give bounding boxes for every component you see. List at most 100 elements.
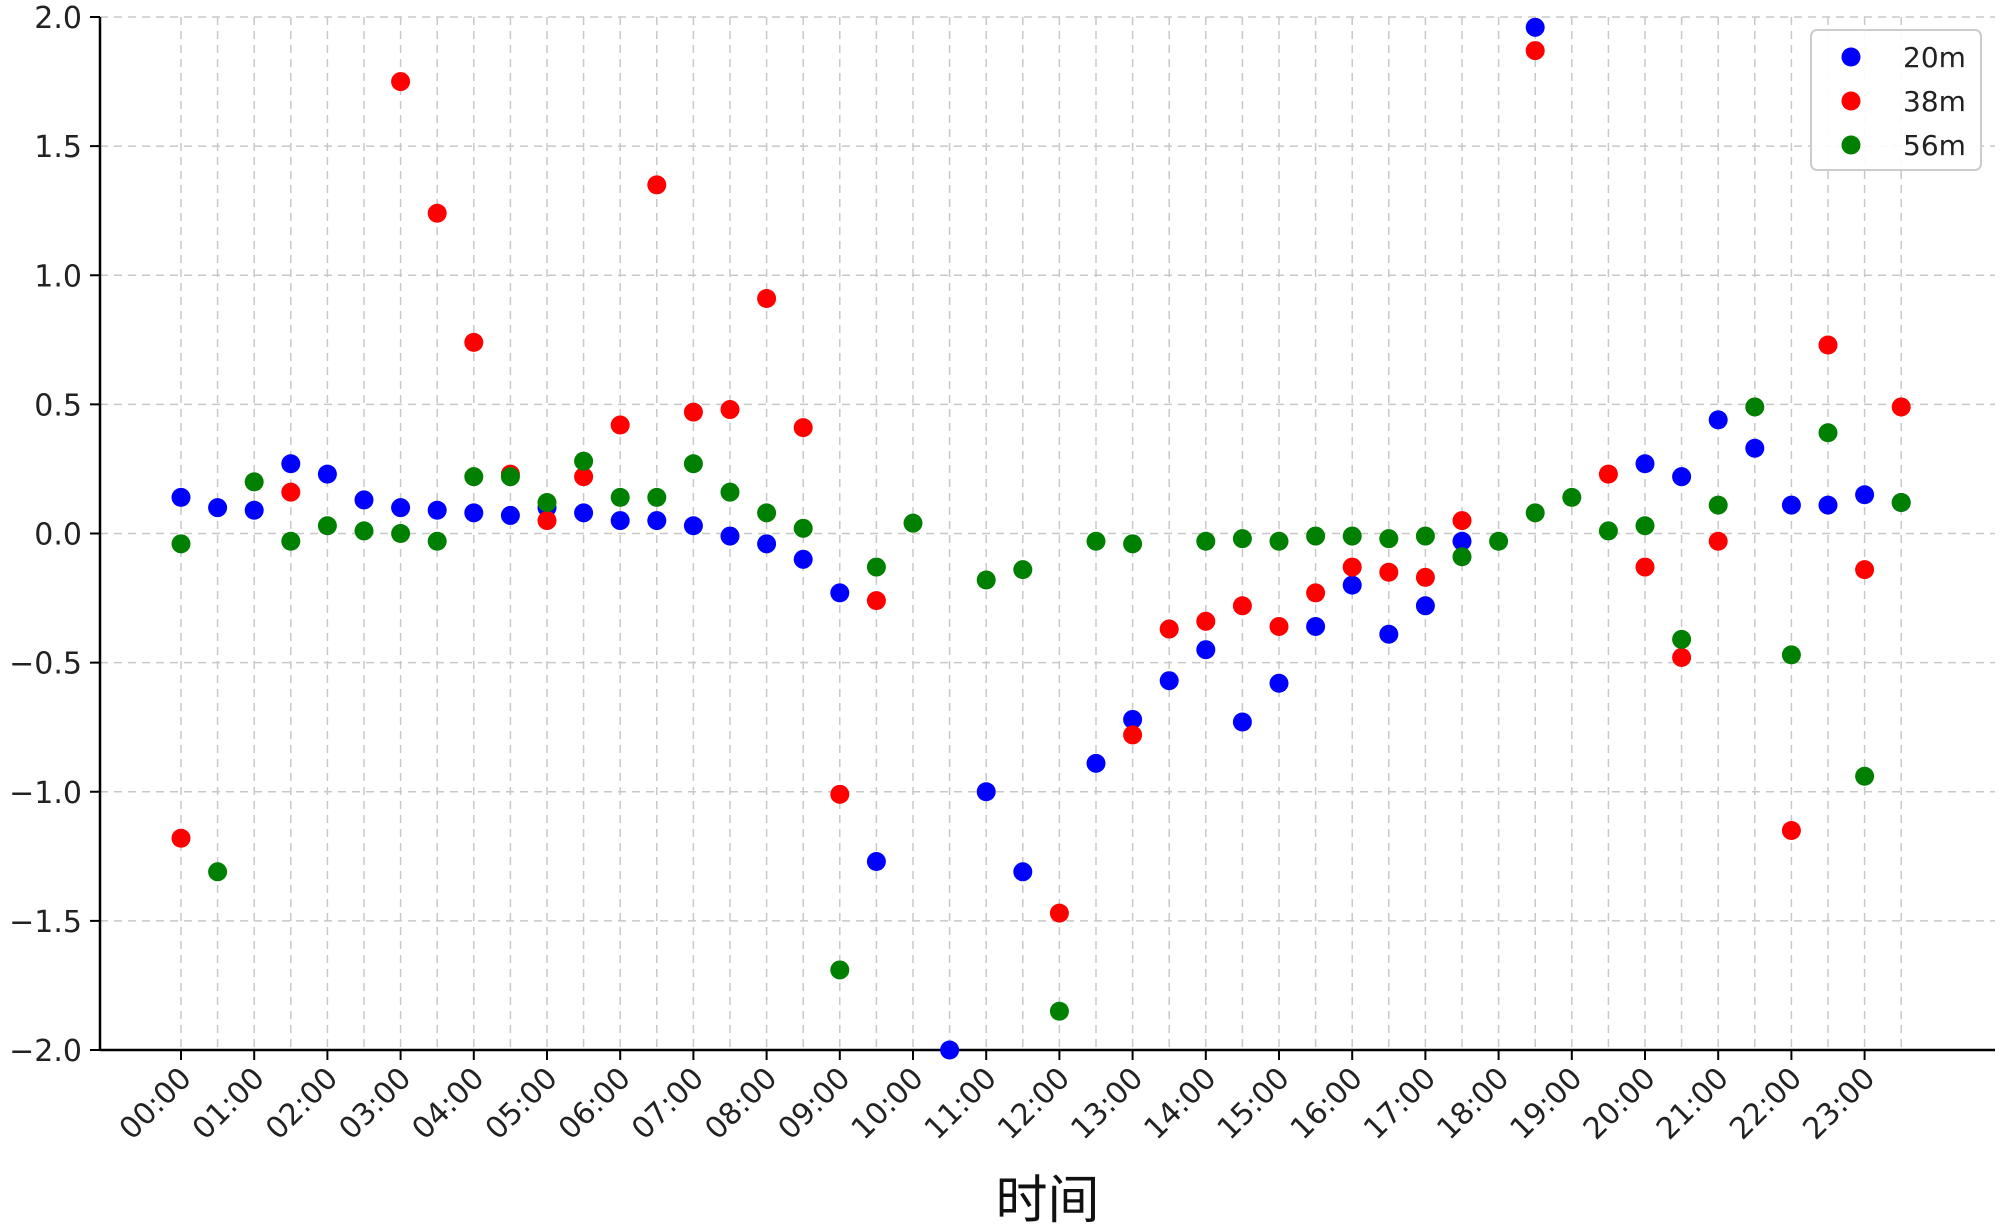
data-point-38m [720,400,740,420]
data-point-20m [464,503,484,523]
data-point-38m [1049,903,1069,923]
y-tick-label: −1.5 [9,905,82,940]
y-tick-label: 0.0 [34,518,82,553]
data-point-38m [1635,557,1655,577]
data-point-56m [1635,516,1655,536]
x-tick-label: 04:00 [406,1061,492,1147]
data-point-56m [1891,493,1911,513]
data-point-20m [1196,640,1216,660]
data-point-20m [427,500,447,520]
y-tick-label: 0.5 [34,388,82,423]
data-point-56m [1855,766,1875,786]
data-point-56m [464,467,484,487]
data-point-38m [830,784,850,804]
data-point-20m [1635,454,1655,474]
data-point-56m [1232,529,1252,549]
data-point-20m [1159,671,1179,691]
data-point-56m [317,516,337,536]
data-point-38m [1159,619,1179,639]
data-point-56m [1415,526,1435,546]
data-point-38m [1781,820,1801,840]
data-point-20m [793,549,813,569]
data-point-56m [354,521,374,541]
data-point-38m [464,332,484,352]
y-tick-label: 1.0 [34,259,82,294]
x-tick-label: 08:00 [698,1061,784,1147]
data-point-20m [574,503,594,523]
data-point-38m [1123,725,1143,745]
data-point-56m [1562,487,1582,507]
data-point-38m [391,72,411,92]
data-point-38m [1708,531,1728,551]
data-point-38m [1525,41,1545,61]
x-tick-label: 01:00 [186,1061,272,1147]
data-point-20m [317,464,337,484]
data-point-56m [1781,645,1801,665]
data-point-38m [793,418,813,438]
data-point-20m [1672,467,1692,487]
grid-lines [100,16,1995,1051]
data-point-20m [500,505,520,525]
data-point-20m [1415,596,1435,616]
data-point-38m [1891,397,1911,417]
x-tick-label: 02:00 [259,1061,345,1147]
data-point-38m [1452,511,1472,531]
data-point-56m [427,531,447,551]
data-point-20m [1123,709,1143,729]
legend-marker-56m [1841,135,1861,155]
x-tick-label: 12:00 [991,1061,1077,1147]
data-point-56m [683,454,703,474]
data-point-20m [391,498,411,518]
data-point-38m [1855,560,1875,580]
x-tick-label: 09:00 [772,1061,858,1147]
x-tick-label: 05:00 [479,1061,565,1147]
data-point-38m [427,203,447,223]
x-tick-label: 19:00 [1504,1061,1590,1147]
data-point-56m [1708,495,1728,515]
data-point-56m [1379,529,1399,549]
data-point-20m [1525,17,1545,37]
data-point-56m [1306,526,1326,546]
data-point-56m [1342,526,1362,546]
data-point-38m [1415,567,1435,587]
data-point-20m [830,583,850,603]
data-point-20m [281,454,301,474]
legend-label-38m: 38m [1903,85,1966,118]
x-tick-label: 16:00 [1284,1061,1370,1147]
x-tick-label: 10:00 [845,1061,931,1147]
data-point-38m [1342,557,1362,577]
data-point-20m [1708,410,1728,430]
data-point-56m [281,531,301,551]
data-point-56m [903,513,923,533]
data-point-56m [1086,531,1106,551]
y-tick-label: −2.0 [9,1034,82,1069]
data-point-20m [1269,673,1289,693]
data-point-56m [793,518,813,538]
data-point-20m [1086,753,1106,773]
data-point-56m [1489,531,1509,551]
data-point-20m [354,490,374,510]
data-points [171,17,1911,1060]
data-point-56m [1525,503,1545,523]
x-tick-label: 06:00 [552,1061,638,1147]
data-point-38m [866,591,886,611]
data-point-20m [1855,485,1875,505]
data-point-20m [1745,438,1765,458]
data-point-20m [1379,624,1399,644]
data-point-56m [647,487,667,507]
legend-marker-38m [1841,91,1861,111]
data-point-56m [1672,629,1692,649]
x-tick-label: 03:00 [332,1061,418,1147]
data-point-56m [391,524,411,543]
legend: 20m 38m 56m [1810,29,1982,171]
x-tick-label: 17:00 [1357,1061,1443,1147]
data-point-38m [1232,596,1252,616]
x-axis-title: 时间 [995,1171,1099,1231]
data-point-56m [1013,560,1033,580]
x-tick-label: 21:00 [1650,1061,1736,1147]
x-tick-label: 00:00 [113,1061,199,1147]
legend-marker-20m [1841,47,1861,67]
legend-label-20m: 20m [1903,41,1966,74]
